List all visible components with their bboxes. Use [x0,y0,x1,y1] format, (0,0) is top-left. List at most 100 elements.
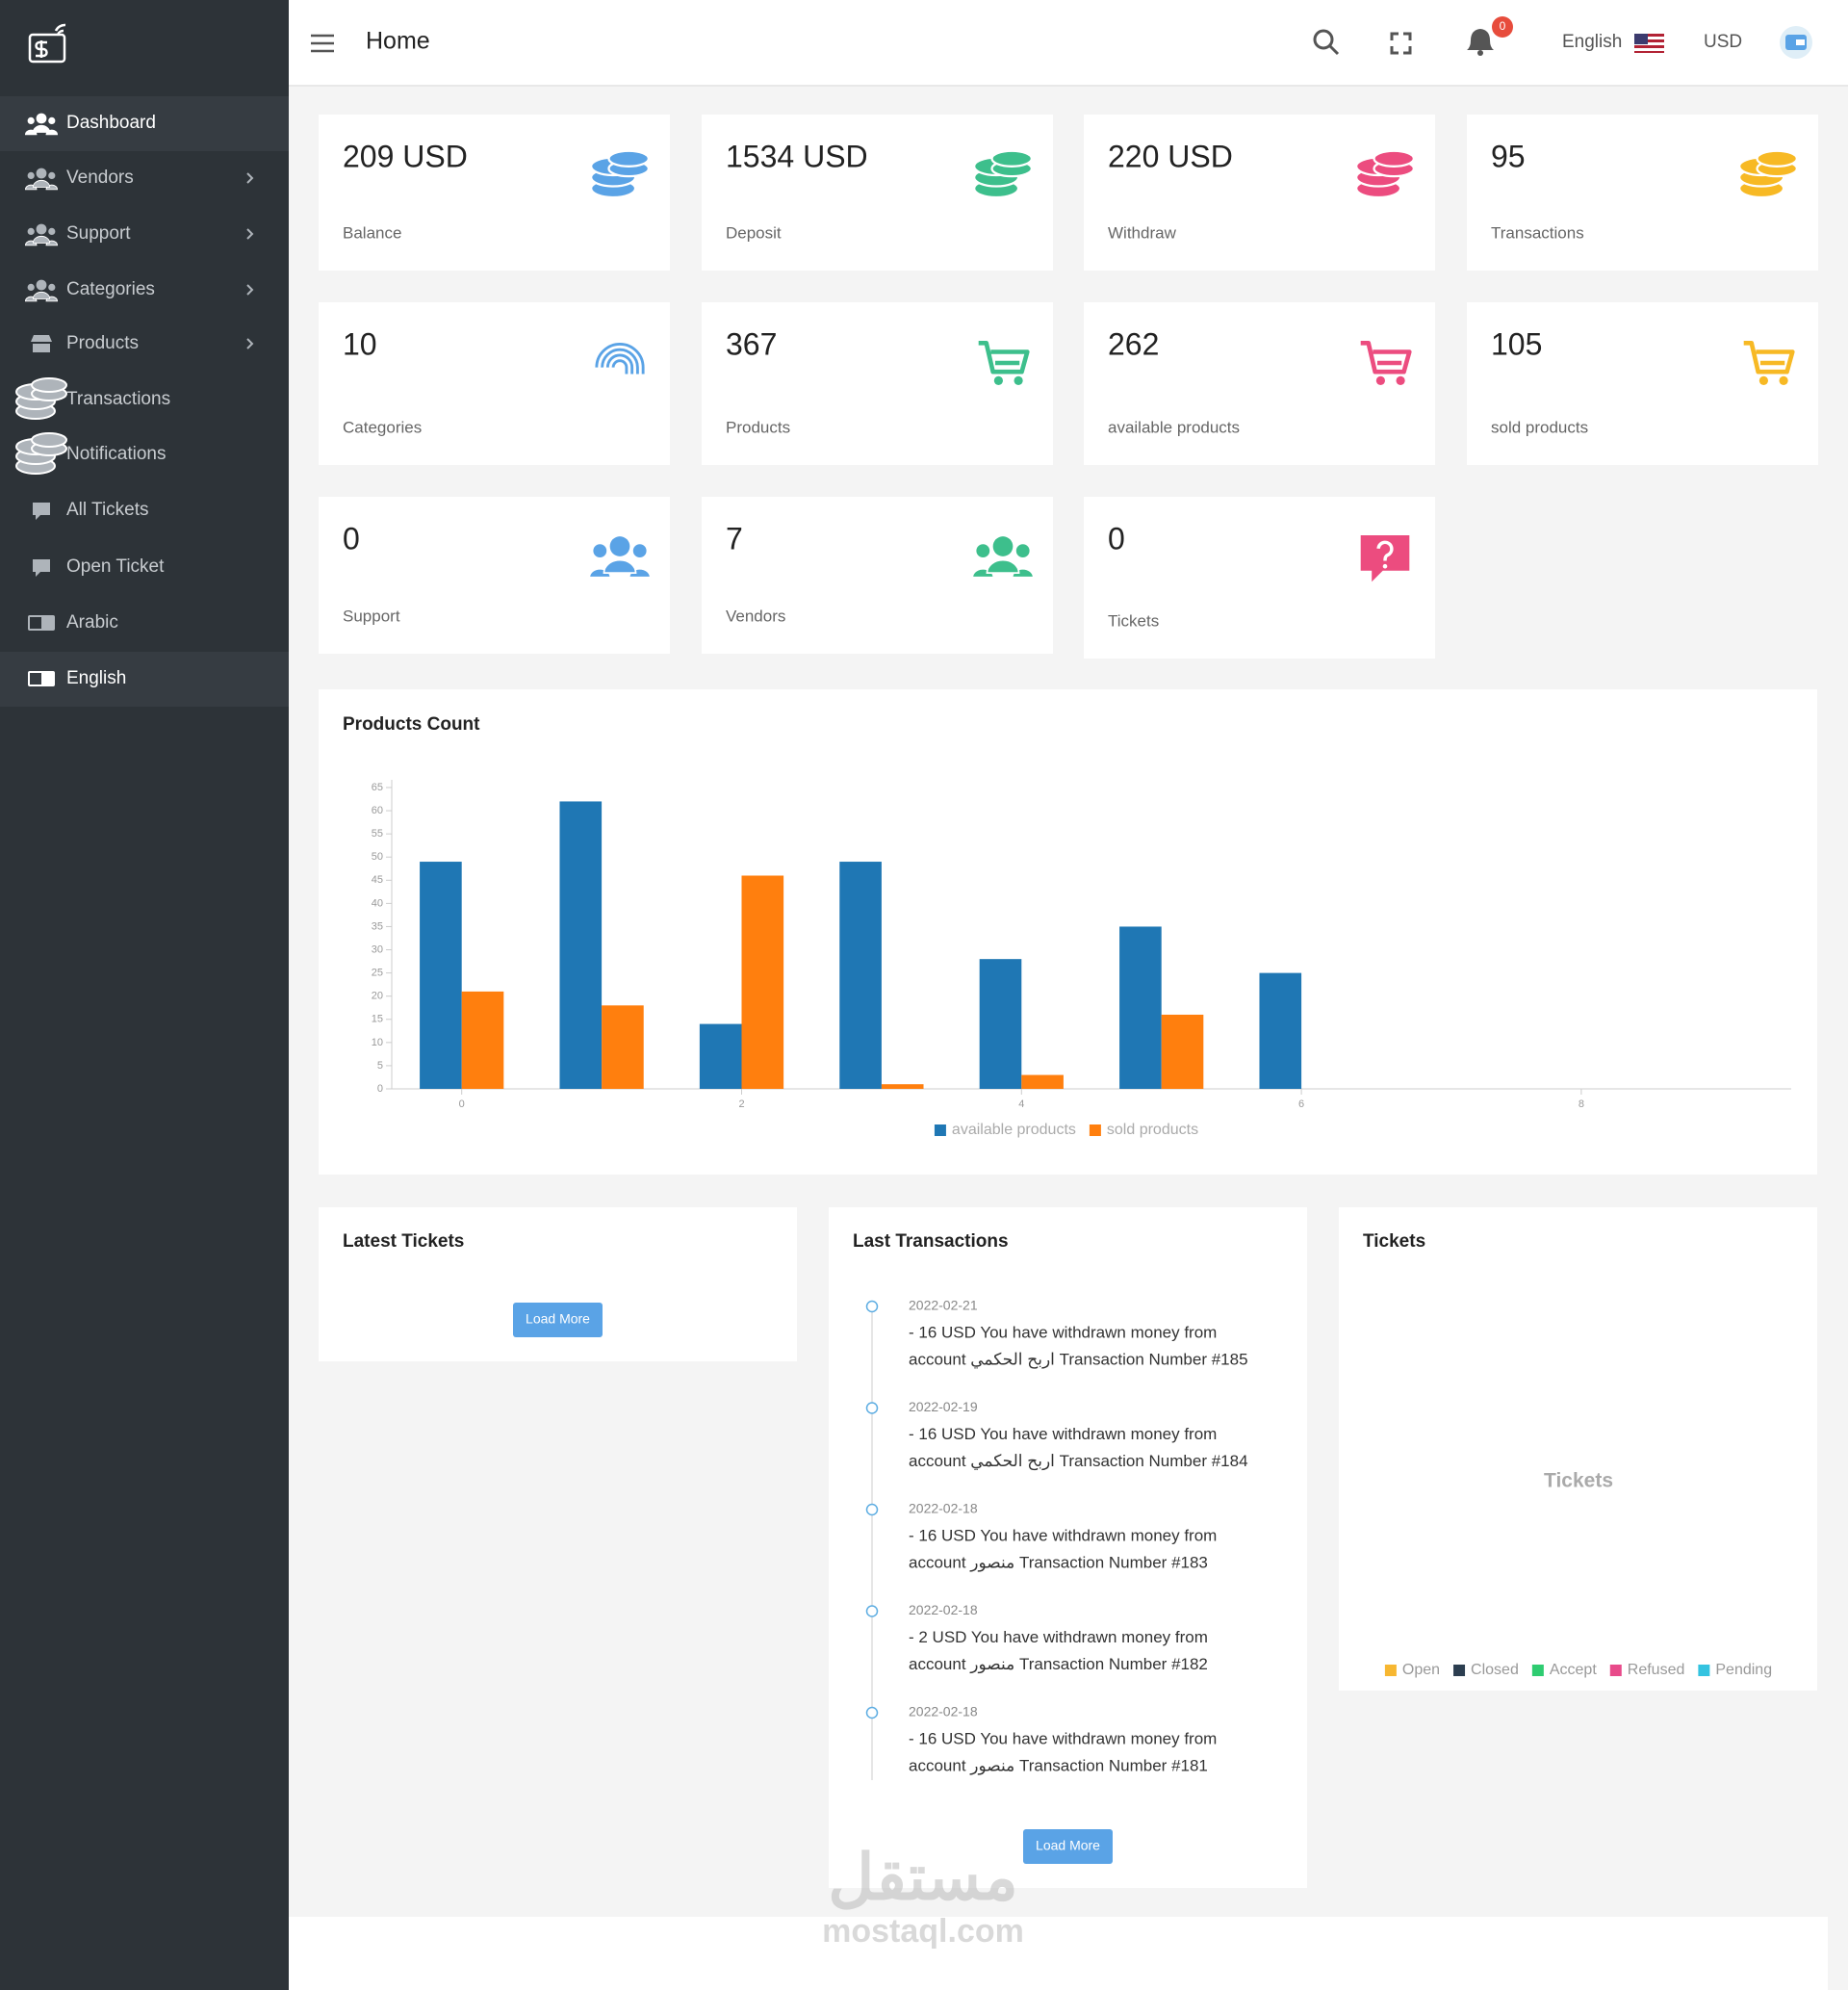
y-tick-label: 50 [372,851,383,863]
menu-label[interactable]: Support [66,223,131,244]
legend: available products sold products [934,1122,1198,1138]
head [36,168,47,179]
search-icon[interactable] [1313,29,1340,56]
header [289,0,1848,85]
y-tick-label: 35 [372,920,383,932]
stat-card: 10 Categories [319,302,670,465]
bar [1021,1074,1064,1089]
fullscreen-icon[interactable] [1390,32,1412,55]
legend-swatch [934,1124,946,1136]
coin [31,432,67,448]
notification-count: 0 [1500,19,1506,33]
wheel [1758,375,1768,385]
coin [607,149,651,168]
menu-item[interactable]: All Tickets [33,500,149,520]
menu-item[interactable]: English [0,652,289,707]
avatar[interactable] [1780,26,1812,59]
stat-label: sold products [1491,418,1588,436]
legend-label: available products [952,1122,1076,1138]
y-tick-label: 65 [372,782,383,793]
arc [595,343,645,375]
menu-item[interactable]: Open Ticket [33,556,165,577]
stat-icon [1737,149,1799,199]
legend-label: Accept [1550,1662,1597,1678]
load-more-button[interactable] [513,1303,603,1337]
latest-tickets-panel [319,1207,797,1361]
menu-item[interactable]: Categories [24,279,254,302]
language[interactable]: English [1562,32,1622,52]
wheel [1375,375,1385,385]
y-tick-label: 30 [372,943,383,955]
bar [1119,926,1162,1089]
bell-icon[interactable] [1467,29,1494,56]
card [702,497,1053,654]
stat-label: Deposit [726,223,782,242]
dot [1382,563,1388,569]
menu-item[interactable]: Support [24,223,254,246]
legend-swatch [1698,1665,1710,1676]
head [27,283,35,291]
tickets-panel [1339,1207,1817,1691]
header-shadow [289,85,1848,87]
menu-label[interactable]: English [66,668,126,688]
menu-icon [24,113,59,136]
legend-label: Closed [1471,1662,1519,1678]
menu-item[interactable]: Transactions [15,377,170,420]
menu-label[interactable]: Notifications [66,444,167,464]
watermark: مستقل [828,1841,1018,1912]
stat-icon [588,536,652,579]
timeline-dot [865,1503,879,1516]
panel-title: Tickets [1363,1231,1425,1252]
y-tick-label: 10 [372,1037,383,1048]
menu-label[interactable]: Dashboard [66,113,156,133]
menu-label[interactable]: Products [66,333,139,353]
bar [602,1005,644,1089]
head [992,536,1014,556]
stat-label: Balance [343,223,401,242]
head [36,279,47,291]
stat-card: 0 Support [319,497,670,654]
transaction-text: account اربح الحكمي Transaction Number #… [909,1452,1248,1471]
menu-label[interactable]: Open Ticket [66,556,165,577]
legend-label: Open [1402,1662,1440,1678]
menu-item[interactable]: Dashboard [0,96,289,151]
stat-icon [1360,341,1412,385]
footer [289,1917,1828,1990]
menu-icon [28,671,55,686]
button-label[interactable]: Load More [526,1311,590,1327]
y-tick-label: 40 [372,897,383,909]
menu-item[interactable]: Vendors [24,168,254,191]
arc [611,359,629,375]
card [1467,302,1818,465]
button-label[interactable]: Load More [1036,1838,1100,1853]
stat-icon [1354,149,1416,199]
stat-value: 105 [1491,326,1542,361]
chart-panel [319,689,1817,1175]
timeline-dot [865,1605,879,1617]
transaction-date: 2022-02-21 [909,1298,978,1313]
sidebar [0,0,289,1990]
menu-item[interactable]: Products [31,333,254,353]
card [1084,497,1435,659]
load-more-button[interactable] [1023,1829,1113,1864]
menu-label[interactable]: Vendors [66,168,134,188]
menu-item[interactable]: Notifications [15,432,167,475]
stat-card: 1534 USD Deposit [702,115,1053,271]
menu-item[interactable]: Arabic [28,612,118,633]
cart-body [978,341,1030,375]
menu-icon [24,223,59,246]
flag [1634,34,1664,53]
wheel [1014,375,1023,385]
head [36,113,47,124]
menu-label[interactable]: All Tickets [66,500,149,520]
menu-label[interactable]: Categories [66,279,155,299]
stat-value: 1534 USD [726,139,868,173]
menu-label[interactable]: Transactions [66,389,170,409]
coin [1756,149,1799,168]
transaction-text: - 2 USD You have withdrawn money from [909,1628,1208,1646]
menu-label[interactable]: Arabic [66,612,118,633]
stat-card: 220 USD Withdraw [1084,115,1435,271]
y-tick-label: 5 [377,1060,383,1072]
currency[interactable]: USD [1704,32,1742,52]
menu-toggle[interactable] [311,34,334,53]
